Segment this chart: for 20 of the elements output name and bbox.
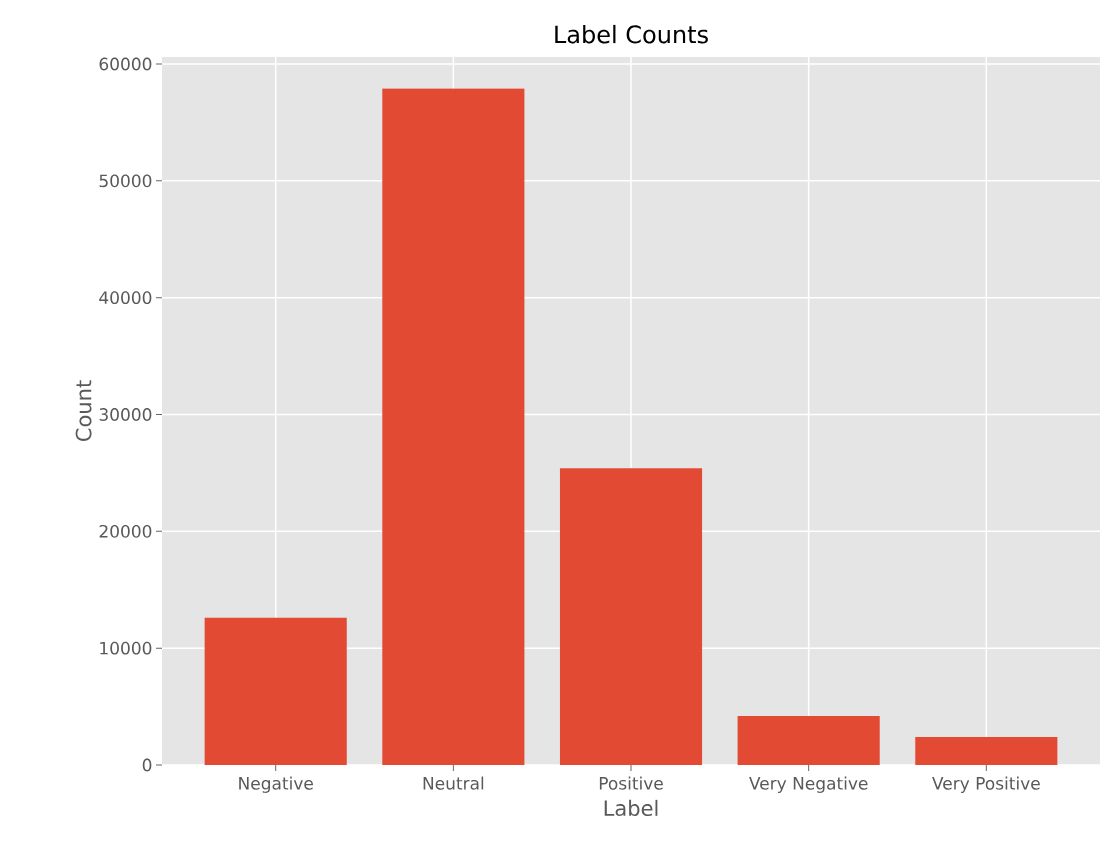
y-tick-label: 30000 — [99, 408, 152, 421]
x-tick-label: Positive — [599, 776, 663, 790]
bar — [737, 715, 880, 765]
y-axis-title: Count — [75, 380, 92, 441]
bar — [915, 736, 1058, 765]
y-tick-label: 40000 — [99, 291, 152, 305]
x-tick-label: Negative — [239, 776, 313, 793]
y-tick-label: 0 — [142, 758, 152, 772]
y-tick-label: 50000 — [99, 174, 152, 188]
x-tick-label: Very Negative — [749, 776, 868, 793]
y-tick-label: 20000 — [99, 524, 152, 538]
bar — [559, 468, 703, 765]
bar — [382, 88, 525, 765]
y-tick-label: 10000 — [100, 641, 152, 655]
x-tick-label: Very Positive — [932, 776, 1040, 793]
x-axis-title: Label — [604, 799, 658, 817]
y-tick-label: 60000 — [99, 57, 152, 71]
x-tick-label: Neutral — [423, 776, 484, 790]
chart-title: Label Counts — [555, 24, 708, 44]
bar — [204, 617, 347, 765]
